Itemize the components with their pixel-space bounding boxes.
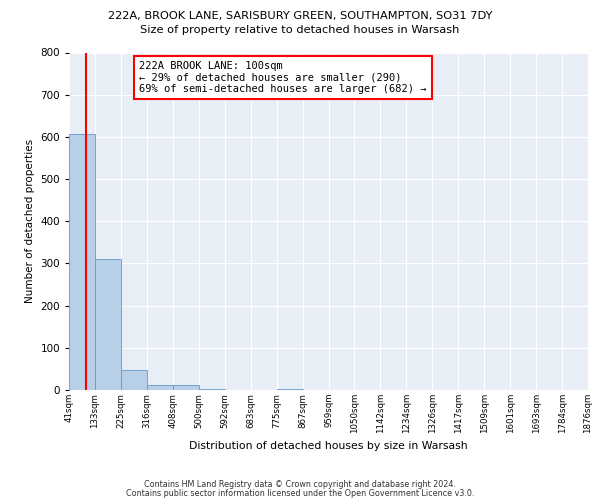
Text: 222A, BROOK LANE, SARISBURY GREEN, SOUTHAMPTON, SO31 7DY: 222A, BROOK LANE, SARISBURY GREEN, SOUTH… bbox=[108, 12, 492, 22]
Bar bbox=[121, 370, 147, 390]
Bar bbox=[199, 389, 224, 390]
Text: Contains HM Land Registry data © Crown copyright and database right 2024.: Contains HM Land Registry data © Crown c… bbox=[144, 480, 456, 489]
Bar bbox=[95, 259, 121, 390]
Bar bbox=[69, 134, 95, 390]
Bar bbox=[173, 384, 199, 390]
Text: Contains public sector information licensed under the Open Government Licence v3: Contains public sector information licen… bbox=[126, 488, 474, 498]
Y-axis label: Number of detached properties: Number of detached properties bbox=[25, 139, 35, 304]
Bar bbox=[277, 389, 302, 390]
Text: 222A BROOK LANE: 100sqm
← 29% of detached houses are smaller (290)
69% of semi-d: 222A BROOK LANE: 100sqm ← 29% of detache… bbox=[139, 61, 427, 94]
X-axis label: Distribution of detached houses by size in Warsash: Distribution of detached houses by size … bbox=[189, 442, 468, 452]
Bar bbox=[147, 386, 173, 390]
Text: Size of property relative to detached houses in Warsash: Size of property relative to detached ho… bbox=[140, 25, 460, 35]
